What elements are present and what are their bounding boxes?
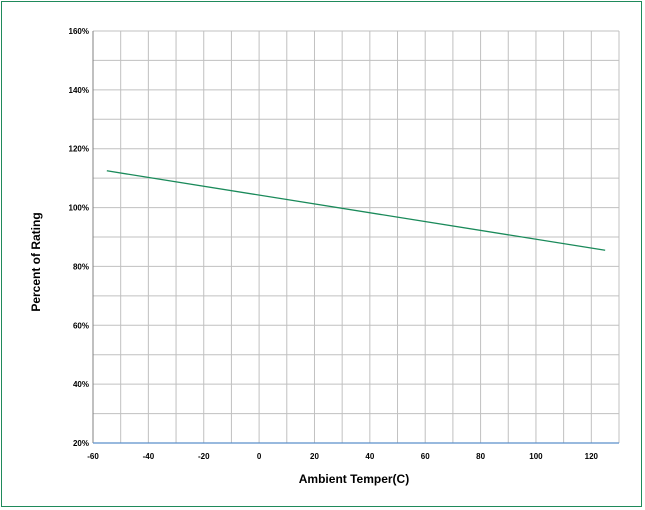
x-tick-label: 0 (257, 452, 262, 461)
x-tick-label: -60 (87, 452, 99, 461)
y-tick-label: 160% (69, 27, 89, 36)
y-tick-labels: 20% 40% 60% 80% 100% 120% 140% 160% (69, 27, 89, 448)
x-axis-label: Ambient Temper(C) (299, 472, 409, 486)
x-tick-label: 120 (585, 452, 599, 461)
x-tick-label: -40 (143, 452, 155, 461)
y-tick-label: 120% (69, 145, 89, 154)
y-tick-label: 20% (73, 439, 89, 448)
x-tick-label: 100 (529, 452, 543, 461)
y-tick-label: 100% (69, 204, 89, 213)
x-tick-label: 80 (476, 452, 485, 461)
series-line (106, 170, 606, 251)
x-tick-label: 60 (421, 452, 430, 461)
axes (92, 31, 619, 444)
y-tick-label: 60% (73, 321, 89, 330)
x-tick-label: -20 (198, 452, 210, 461)
y-tick-label: 140% (69, 86, 89, 95)
grid-lines (92, 30, 620, 444)
y-axis-label: Percent of Rating (29, 212, 43, 311)
x-tick-labels: -60 -40 -20 0 20 40 60 80 100 120 (87, 452, 598, 461)
y-tick-label: 40% (73, 380, 89, 389)
y-tick-label: 80% (73, 262, 89, 271)
x-tick-label: 40 (365, 452, 374, 461)
series-lines (106, 170, 606, 251)
x-tick-label: 20 (310, 452, 319, 461)
